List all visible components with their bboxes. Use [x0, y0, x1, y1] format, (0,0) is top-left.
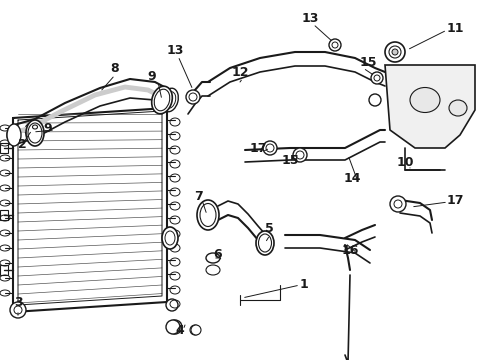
Bar	[0, 265, 8, 275]
Circle shape	[293, 148, 307, 162]
Circle shape	[371, 72, 383, 84]
Circle shape	[390, 196, 406, 212]
Polygon shape	[385, 65, 475, 148]
Text: 14: 14	[343, 171, 361, 184]
Ellipse shape	[152, 86, 172, 114]
Bar	[0, 210, 8, 220]
Text: 13: 13	[301, 12, 319, 24]
Text: 3: 3	[14, 296, 23, 309]
Ellipse shape	[7, 124, 21, 146]
Ellipse shape	[410, 87, 440, 112]
Circle shape	[369, 94, 381, 106]
Text: 9: 9	[44, 122, 52, 135]
Text: 7: 7	[194, 190, 202, 203]
Circle shape	[190, 325, 200, 335]
Ellipse shape	[449, 100, 467, 116]
Ellipse shape	[206, 253, 220, 263]
Text: 4: 4	[175, 324, 184, 337]
Circle shape	[168, 320, 182, 334]
Circle shape	[263, 141, 277, 155]
Circle shape	[392, 49, 398, 55]
Text: 12: 12	[231, 66, 249, 78]
Circle shape	[25, 123, 39, 137]
Circle shape	[374, 75, 380, 81]
Circle shape	[191, 325, 201, 335]
Ellipse shape	[26, 120, 44, 146]
Circle shape	[385, 42, 405, 62]
Circle shape	[266, 144, 274, 152]
Text: 15: 15	[360, 55, 377, 68]
Ellipse shape	[197, 200, 219, 230]
Ellipse shape	[7, 126, 19, 144]
Circle shape	[14, 306, 22, 314]
Circle shape	[10, 302, 26, 318]
Text: 15: 15	[281, 153, 299, 166]
Text: 11: 11	[447, 22, 465, 35]
Circle shape	[166, 299, 178, 311]
Circle shape	[166, 320, 180, 334]
Text: 6: 6	[214, 248, 222, 261]
Circle shape	[29, 127, 35, 133]
Circle shape	[189, 93, 197, 101]
Circle shape	[296, 151, 304, 159]
Ellipse shape	[162, 227, 178, 249]
Ellipse shape	[32, 125, 38, 129]
Circle shape	[329, 39, 341, 51]
Text: 2: 2	[18, 139, 26, 152]
Text: 1: 1	[300, 279, 309, 292]
Text: 5: 5	[265, 221, 274, 234]
Text: 17: 17	[249, 141, 267, 154]
Text: 16: 16	[342, 243, 359, 256]
Text: 17: 17	[447, 194, 465, 207]
Text: 13: 13	[166, 44, 184, 57]
Bar	[0, 143, 8, 153]
Circle shape	[389, 46, 401, 58]
Ellipse shape	[256, 231, 274, 255]
Text: 10: 10	[396, 156, 414, 168]
Text: 9: 9	[147, 69, 156, 82]
Circle shape	[186, 90, 200, 104]
Circle shape	[332, 42, 338, 48]
Ellipse shape	[162, 88, 178, 112]
Text: 8: 8	[111, 62, 119, 75]
Circle shape	[394, 200, 402, 208]
